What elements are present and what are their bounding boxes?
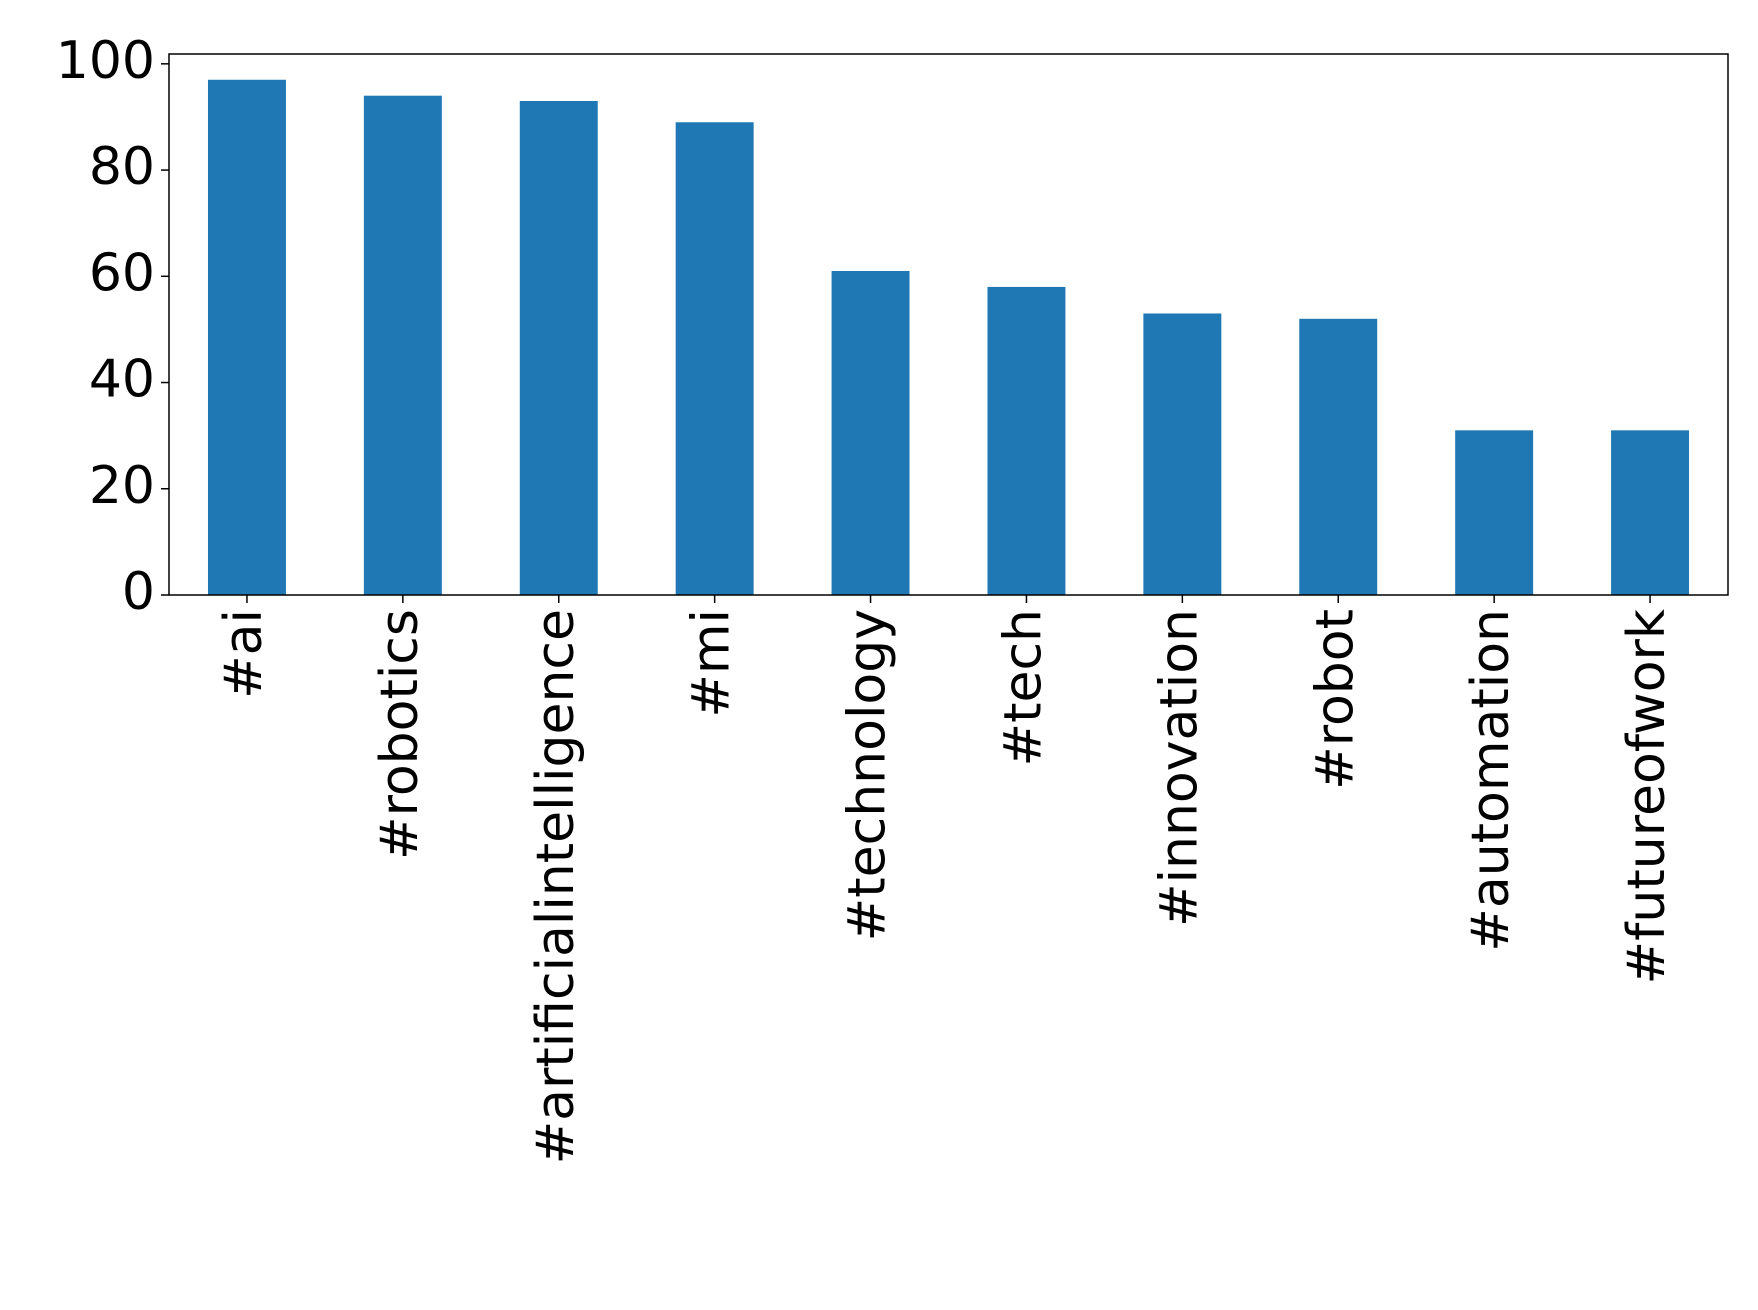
y-tick-label: 60 bbox=[89, 243, 155, 303]
x-tick-label: #robot bbox=[1305, 609, 1365, 790]
y-tick-label: 80 bbox=[89, 137, 155, 197]
x-tick-label: #mi bbox=[682, 609, 742, 718]
bar bbox=[1299, 318, 1378, 595]
bar bbox=[207, 79, 286, 595]
bar bbox=[519, 101, 598, 595]
x-tick-label: #robotics bbox=[370, 609, 430, 860]
bar bbox=[363, 95, 442, 595]
bar bbox=[1455, 430, 1534, 595]
plot-frame bbox=[168, 53, 1729, 596]
bar bbox=[987, 286, 1066, 595]
x-tick-label: #tech bbox=[993, 609, 1053, 767]
y-tick-label: 0 bbox=[122, 562, 155, 622]
y-tick-label: 100 bbox=[56, 31, 155, 91]
bar bbox=[1611, 430, 1690, 595]
bar bbox=[1143, 313, 1222, 595]
x-tick-label: #ai bbox=[214, 609, 274, 699]
x-tick-label: #futureofwork bbox=[1617, 609, 1677, 984]
bar bbox=[831, 270, 910, 595]
x-tick-label: #artificialintelligence bbox=[526, 609, 586, 1164]
y-tick-label: 40 bbox=[89, 350, 155, 410]
bar bbox=[675, 122, 754, 595]
y-tick-label: 20 bbox=[89, 456, 155, 516]
x-tick-label: #technology bbox=[838, 609, 898, 941]
x-tick-label: #innovation bbox=[1149, 609, 1209, 927]
x-tick-label: #automation bbox=[1461, 609, 1521, 952]
